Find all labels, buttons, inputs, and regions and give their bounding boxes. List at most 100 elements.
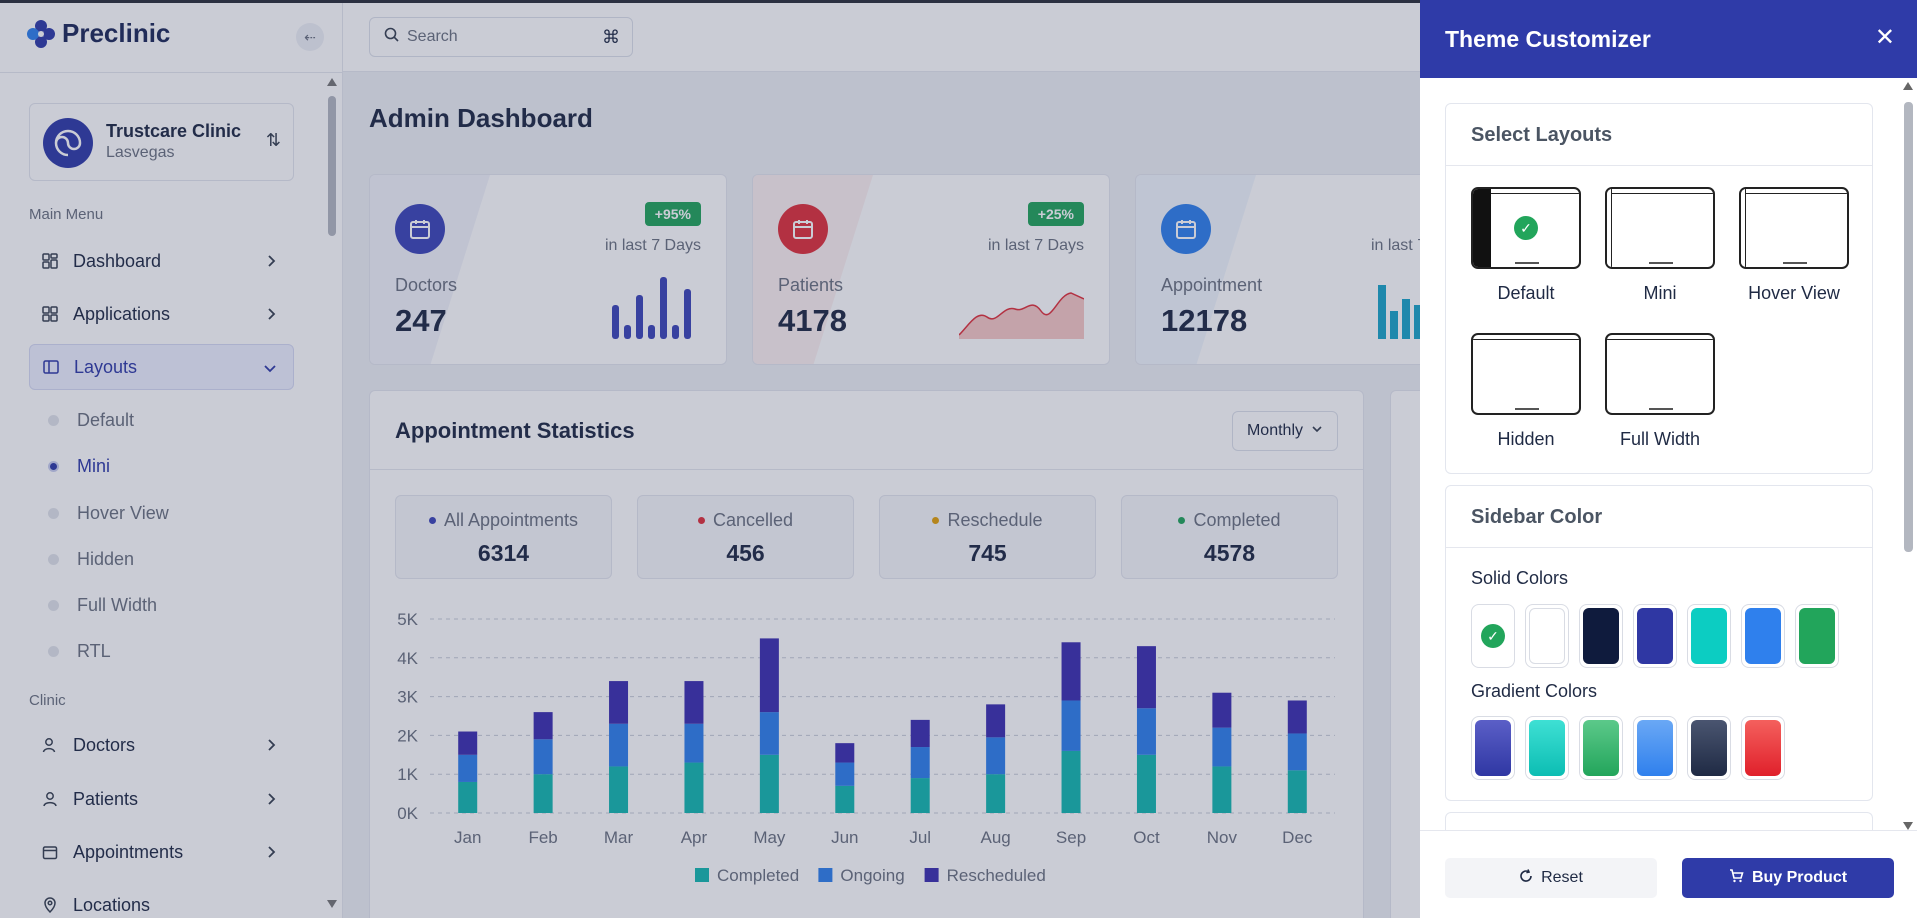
- sidebar-preview: [1607, 189, 1612, 267]
- swatch-fill: [1745, 720, 1781, 776]
- x-tick-label: Jun: [831, 828, 858, 847]
- sidebar-item-patients[interactable]: Patients: [29, 776, 294, 822]
- gradient-color-swatch[interactable]: [1579, 716, 1623, 780]
- stat-label: Patients: [778, 275, 844, 295]
- bar-segment-rescheduled: [458, 731, 478, 755]
- section-divider: [1446, 165, 1872, 166]
- sidebar-item-label: Appointments: [73, 841, 184, 862]
- solid-color-swatch[interactable]: ✓: [1471, 604, 1515, 668]
- gradient-colors-label: Gradient Colors: [1471, 681, 1598, 701]
- gradient-color-swatch[interactable]: [1471, 716, 1515, 780]
- gradient-color-swatch[interactable]: [1741, 716, 1785, 780]
- gradient-color-swatch[interactable]: [1687, 716, 1731, 780]
- swatch-fill: [1475, 720, 1511, 776]
- stat-period: in last 7 Days: [604, 237, 701, 254]
- stat-value: 12178: [1161, 303, 1248, 338]
- section-title: Select Layouts: [1471, 124, 1613, 146]
- layout-option-hover-view[interactable]: Hover View: [1739, 187, 1849, 304]
- solid-color-swatch[interactable]: [1741, 604, 1785, 668]
- app-name: Preclinic: [62, 18, 171, 48]
- layout-option-hidden[interactable]: Hidden: [1471, 333, 1581, 450]
- collapse-sidebar-button[interactable]: ⇠: [296, 23, 324, 51]
- reset-button[interactable]: Reset: [1445, 858, 1657, 898]
- layout-option-label: Full Width: [1619, 429, 1700, 449]
- bar-segment-ongoing: [986, 737, 1006, 775]
- swatch-fill: [1691, 608, 1727, 664]
- y-tick-label: 3K: [397, 688, 418, 707]
- scroll-thumb[interactable]: [328, 96, 336, 236]
- legend-label: Rescheduled: [947, 866, 1046, 885]
- layout-option-default[interactable]: ✓ Default: [1471, 187, 1581, 304]
- swatch-fill: [1583, 608, 1619, 664]
- search-box[interactable]: ⌘: [369, 17, 633, 57]
- app-logo[interactable]: Preclinic: [26, 18, 170, 49]
- sidebar-subitem-hidden[interactable]: Hidden: [48, 544, 134, 574]
- solid-color-swatch[interactable]: [1687, 604, 1731, 668]
- sidebar-item-dashboard[interactable]: Dashboard: [29, 238, 294, 284]
- sidebar-scrollbar[interactable]: [326, 78, 337, 908]
- search-input[interactable]: [407, 28, 587, 46]
- summary-value: 745: [968, 540, 1007, 566]
- bar-segment-completed: [1061, 750, 1081, 813]
- swatch-fill: [1637, 608, 1673, 664]
- appointment-bar-chart: 0K 1K 2K 3K 4K 5K Jan Feb Mar Apr May Jun Jul Aug Sep O…: [397, 610, 1335, 885]
- gradient-color-swatch[interactable]: [1633, 716, 1677, 780]
- sidebar-item-doctors[interactable]: Doctors: [29, 722, 294, 768]
- bullet-dot: [48, 599, 59, 611]
- solid-color-swatch[interactable]: [1525, 604, 1569, 668]
- mini-area-chart: [959, 292, 1084, 339]
- stat-value: 4178: [778, 303, 847, 338]
- period-dropdown[interactable]: Monthly: [1231, 411, 1338, 451]
- sidebar-subitem-hover-view[interactable]: Hover View: [48, 498, 169, 528]
- stat-card-patients: +25% in last 7 Days Patients 4178: [752, 174, 1110, 365]
- sidebar-item-locations[interactable]: Locations: [29, 882, 294, 918]
- solid-color-swatch[interactable]: [1579, 604, 1623, 668]
- y-tick-label: 4K: [397, 649, 418, 668]
- stat-label: Appointment: [1161, 275, 1263, 295]
- layout-option-mini[interactable]: Mini: [1605, 187, 1715, 304]
- modal-backdrop[interactable]: [0, 0, 1420, 918]
- x-tick-label: Aug: [981, 828, 1011, 847]
- customizer-scrollbar[interactable]: [1902, 82, 1914, 830]
- sidebar-subitem-rtl[interactable]: RTL: [48, 636, 111, 666]
- bar-segment-ongoing: [609, 723, 629, 767]
- check-icon: ✓: [1514, 216, 1538, 240]
- sidebar-item-layouts[interactable]: Layouts: [29, 344, 294, 390]
- sidebar-item-applications[interactable]: Applications: [29, 291, 294, 337]
- swatch-fill: [1691, 720, 1727, 776]
- subitem-label: Hidden: [77, 548, 135, 569]
- x-tick-label: Dec: [1282, 828, 1313, 847]
- layout-option-full-width[interactable]: Full Width: [1605, 333, 1715, 450]
- buy-product-button[interactable]: Buy Product: [1682, 858, 1894, 898]
- bar-segment-ongoing: [1061, 700, 1081, 751]
- sidebar-item-appointments[interactable]: Appointments: [29, 829, 294, 875]
- sidebar-subitem-mini[interactable]: Mini: [48, 451, 110, 481]
- clinic-switcher[interactable]: Trustcare Clinic Lasvegas ⇅: [29, 103, 294, 181]
- scroll-thumb[interactable]: [1904, 102, 1913, 552]
- scroll-up-arrow[interactable]: [327, 78, 337, 86]
- sidebar-subitem-full-width[interactable]: Full Width: [48, 590, 157, 620]
- bar-segment-completed: [1287, 770, 1307, 813]
- sidebar-item-label: Locations: [73, 894, 151, 915]
- sidebar-subitem-default[interactable]: Default: [48, 405, 134, 435]
- bar-segment-rescheduled: [1212, 692, 1232, 728]
- scroll-down-arrow[interactable]: [1903, 822, 1913, 830]
- scroll-up-arrow[interactable]: [1903, 82, 1913, 90]
- summary-value: 6314: [477, 540, 530, 566]
- swap-icon[interactable]: ⇅: [265, 130, 281, 150]
- clinic-city: Lasvegas: [106, 144, 175, 161]
- gradient-color-swatch[interactable]: [1525, 716, 1569, 780]
- solid-color-swatch[interactable]: [1795, 604, 1839, 668]
- footer-preview: [1515, 408, 1539, 410]
- scroll-down-arrow[interactable]: [327, 900, 337, 908]
- solid-color-swatch[interactable]: [1633, 604, 1677, 668]
- close-icon[interactable]: ✕: [1874, 24, 1895, 51]
- layout-preview: [1739, 187, 1849, 269]
- bar-segment-ongoing: [759, 712, 779, 755]
- sidebar-item-label: Patients: [73, 788, 139, 809]
- y-tick-label: 2K: [397, 726, 418, 745]
- bar-segment-completed: [609, 766, 629, 813]
- sidebar-preview: [1741, 189, 1746, 267]
- layout-option-label: Default: [1497, 283, 1555, 303]
- sidebar-color-section: Sidebar Color Solid Colors ✓ Gradient Co…: [1445, 485, 1873, 801]
